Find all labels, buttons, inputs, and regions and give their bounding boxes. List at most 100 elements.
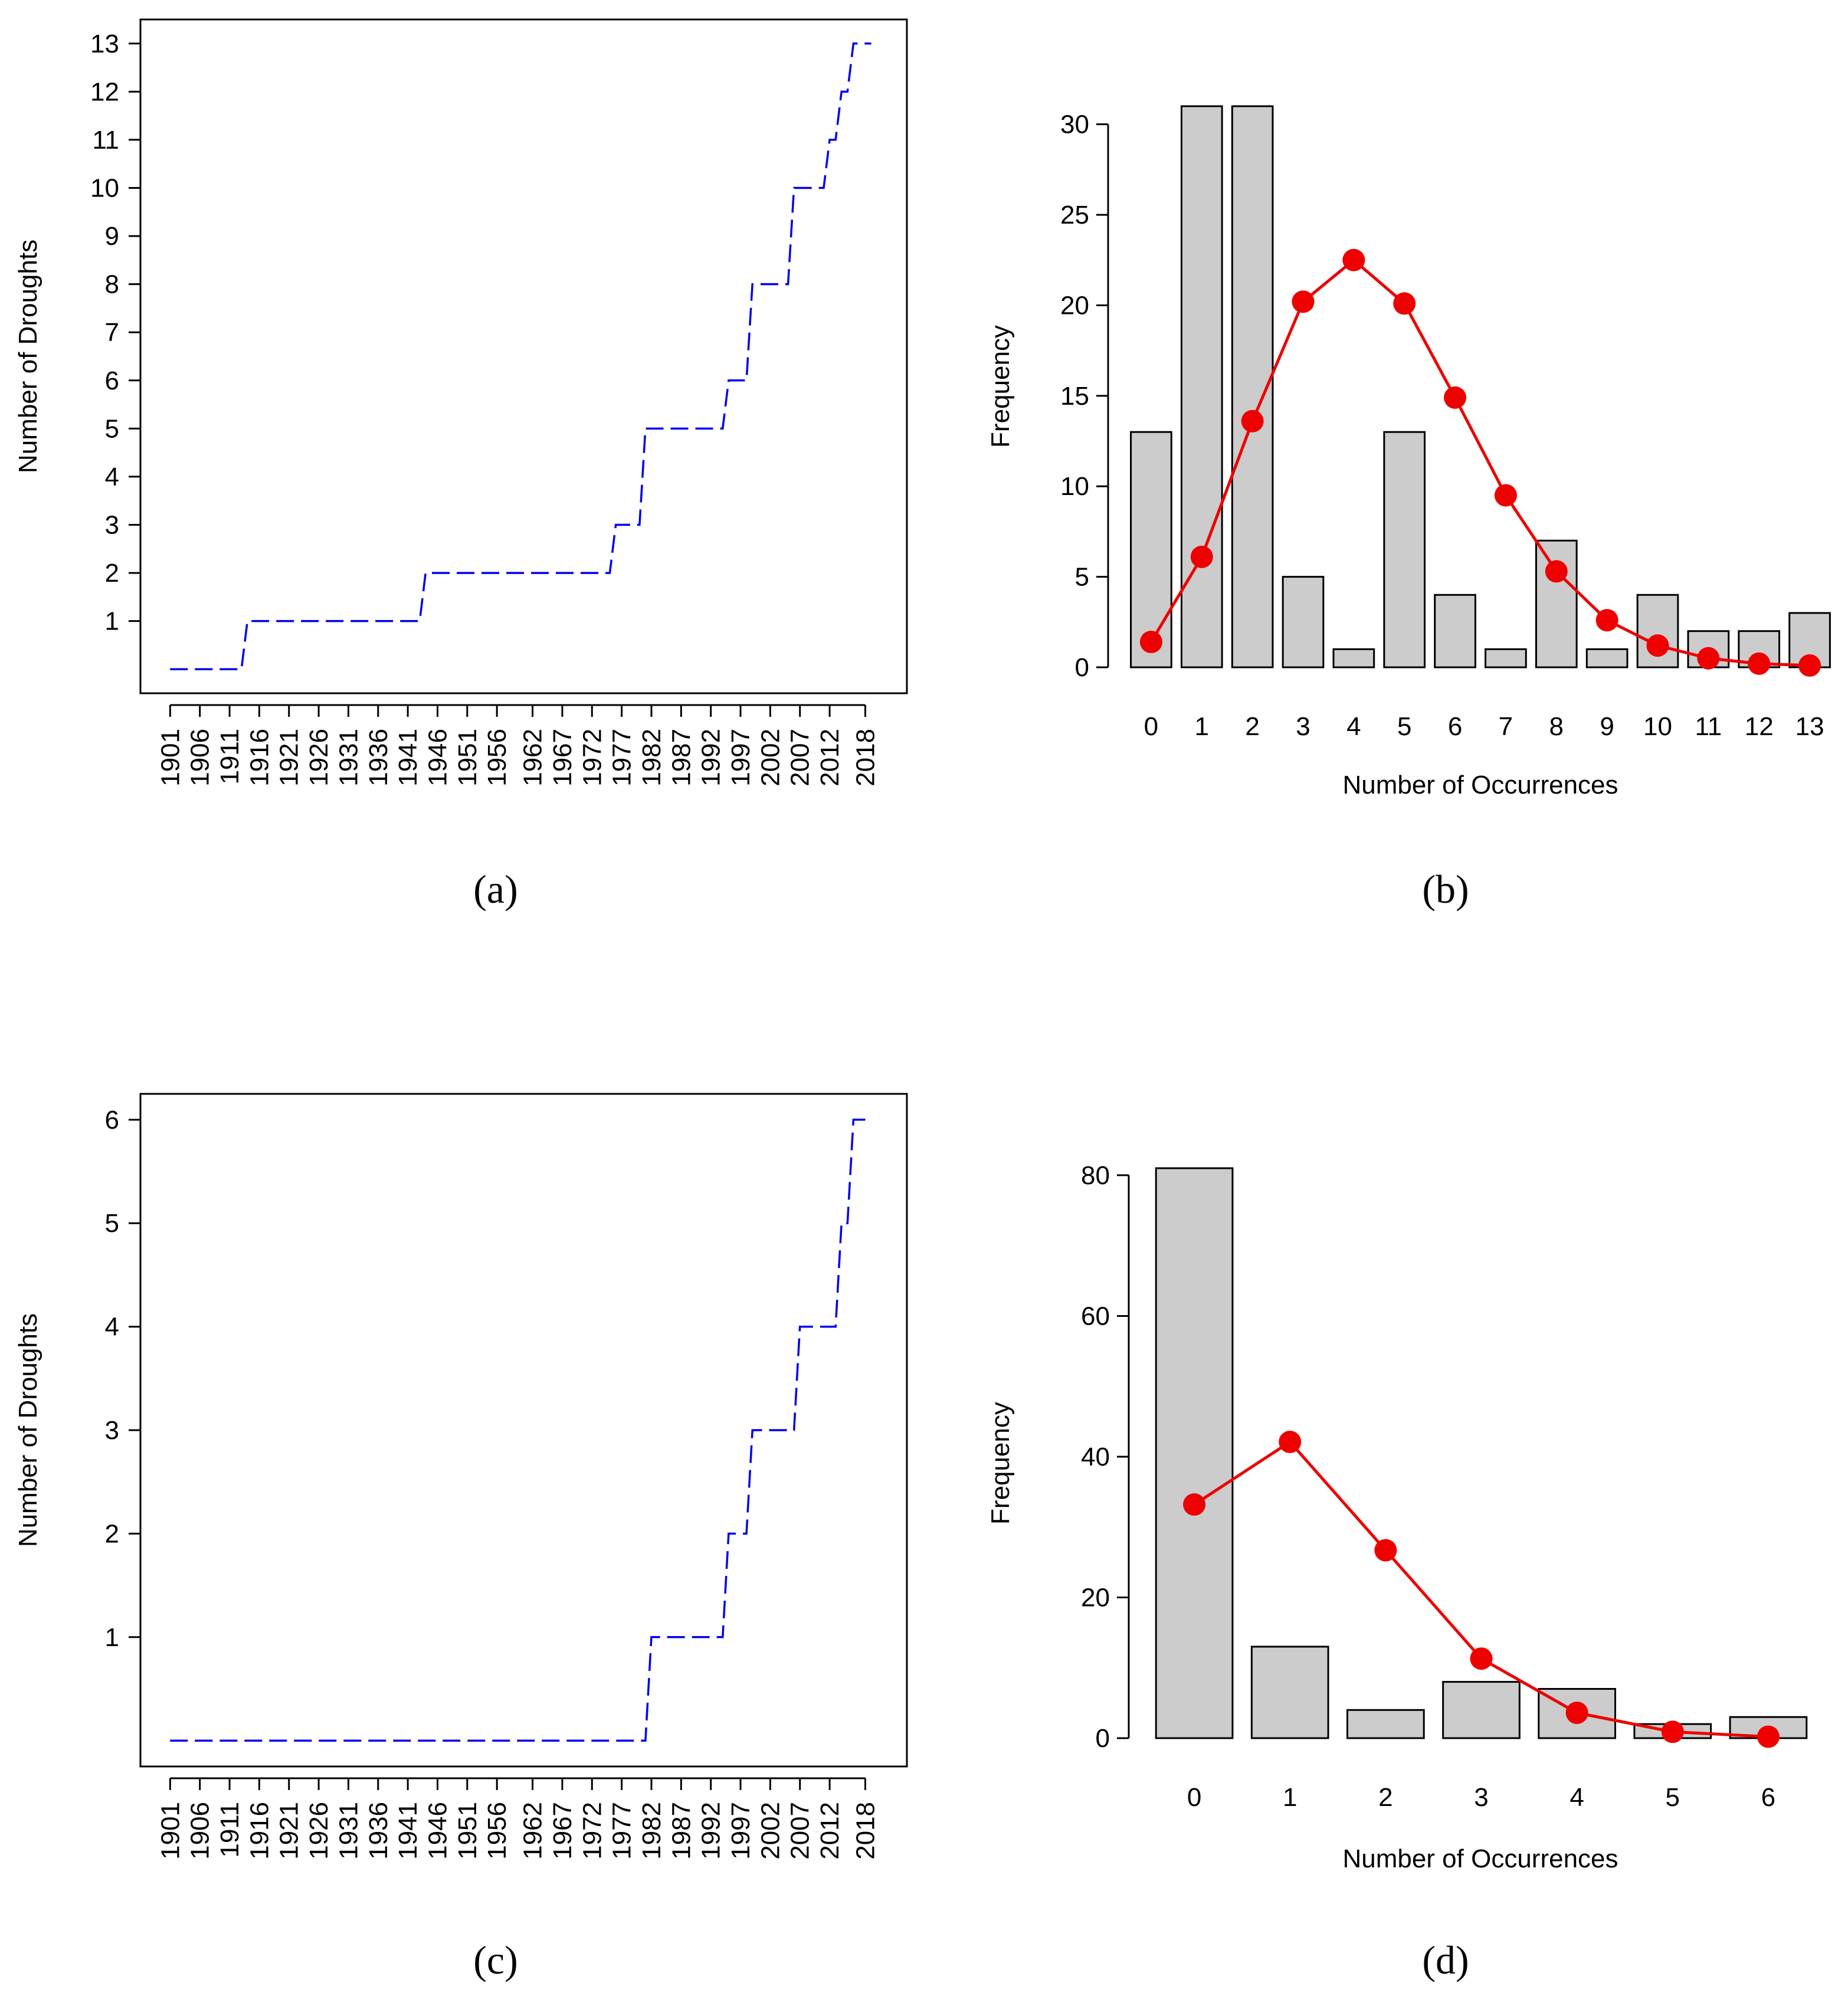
caption-c: (c) [473, 1938, 517, 1982]
y-tick-label: 11 [92, 126, 119, 155]
y-tick-label: 10 [1060, 472, 1089, 501]
x-tick-label: 1951 [453, 1802, 482, 1860]
x-category-label: 6 [1448, 712, 1462, 741]
x-tick-label: 2018 [851, 1802, 880, 1860]
x-tick-label: 2012 [815, 729, 844, 786]
x-tick-label: 1977 [608, 1802, 637, 1860]
x-tick-label: 1987 [667, 729, 696, 786]
x-tick-label: 1997 [726, 1802, 755, 1860]
y-tick-label: 80 [1081, 1161, 1110, 1190]
x-category-label: 1 [1195, 712, 1209, 741]
y-tick-label: 6 [105, 1106, 119, 1135]
y-tick-label: 2 [105, 559, 119, 588]
drought-step-line [170, 42, 871, 670]
bar [1250, 1646, 1329, 1739]
x-category-label: 3 [1296, 712, 1310, 741]
x-category-label: 0 [1187, 1783, 1201, 1812]
y-tick-label: 20 [1060, 291, 1089, 320]
x-tick-label: 2007 [786, 1802, 815, 1860]
x-tick-label: 1916 [245, 729, 274, 786]
fitted-point [1393, 292, 1416, 315]
x-tick-label: 1946 [423, 729, 452, 786]
x-tick-label: 1951 [453, 729, 482, 786]
x-tick-label: 1906 [186, 1802, 215, 1860]
bar [1155, 1167, 1234, 1739]
x-tick-label: 1926 [304, 729, 333, 786]
y-tick-label: 7 [105, 318, 119, 347]
x-tick-label: 2002 [756, 1802, 785, 1860]
y-tick-label: 3 [105, 1416, 119, 1445]
y-tick-label: 40 [1081, 1443, 1110, 1471]
x-category-label: 3 [1474, 1783, 1488, 1812]
fitted-point [1139, 631, 1162, 654]
bar [1332, 648, 1375, 668]
y-tick-label: 25 [1060, 201, 1089, 230]
x-tick-label: 2018 [851, 729, 880, 786]
fitted-point [1798, 654, 1821, 677]
x-tick-label: 1901 [156, 729, 185, 786]
bar [1346, 1709, 1425, 1739]
fitted-point [1757, 1725, 1780, 1748]
x-category-label: 10 [1643, 712, 1672, 741]
x-tick-label: 1992 [697, 1802, 726, 1860]
x-tick-label: 1962 [519, 1802, 548, 1860]
x-category-label: 4 [1570, 1783, 1584, 1812]
y-tick-label: 1 [105, 1623, 119, 1652]
x-tick-label: 1972 [578, 1802, 607, 1860]
y-axis-label: Number of Droughts [14, 240, 42, 473]
y-tick-label: 0 [1096, 1724, 1110, 1753]
x-category-label: 4 [1346, 712, 1361, 741]
bar [1535, 539, 1578, 668]
fitted-point [1190, 545, 1213, 568]
x-category-label: 6 [1761, 1783, 1775, 1812]
y-tick-label: 9 [105, 222, 119, 251]
y-axis-label: Frequency [986, 325, 1015, 448]
x-axis-label: Number of Occurrences [1342, 1844, 1618, 1873]
x-category-label: 5 [1666, 1783, 1680, 1812]
x-tick-label: 1967 [548, 729, 577, 786]
fitted-point [1646, 634, 1669, 657]
x-tick-label: 1916 [245, 1802, 274, 1860]
x-tick-label: 1911 [215, 729, 244, 785]
fitted-point [1565, 1702, 1588, 1725]
x-tick-label: 1956 [483, 1802, 512, 1860]
y-axis-label: Frequency [986, 1402, 1015, 1525]
x-category-label: 0 [1144, 712, 1158, 741]
y-tick-label: 2 [105, 1519, 119, 1548]
x-tick-label: 1936 [364, 1802, 393, 1860]
bar [1585, 648, 1629, 668]
fitted-point [1494, 484, 1517, 507]
caption-a: (a) [473, 867, 517, 912]
x-tick-label: 1972 [578, 729, 607, 786]
caption-d: (d) [1422, 1938, 1469, 1982]
y-tick-label: 6 [105, 366, 119, 395]
fitted-point [1697, 647, 1720, 670]
x-category-label: 8 [1549, 712, 1564, 741]
x-tick-label: 1956 [483, 729, 512, 786]
y-tick-label: 4 [105, 463, 119, 491]
drought-step-line [170, 1119, 871, 1742]
x-tick-label: 1931 [334, 729, 363, 786]
y-tick-label: 20 [1081, 1583, 1110, 1612]
x-tick-label: 1992 [697, 729, 726, 786]
x-tick-label: 2012 [815, 1802, 844, 1860]
x-category-label: 5 [1397, 712, 1411, 741]
x-category-label: 2 [1378, 1783, 1392, 1812]
fitted-point [1661, 1720, 1684, 1743]
y-tick-label: 0 [1075, 653, 1089, 682]
x-tick-label: 1911 [215, 1802, 244, 1858]
x-category-label: 7 [1499, 712, 1513, 741]
x-tick-label: 1982 [637, 1802, 666, 1860]
y-tick-label: 5 [105, 1209, 119, 1238]
y-tick-label: 12 [90, 77, 119, 106]
x-tick-label: 1982 [637, 729, 666, 786]
bar [1180, 105, 1223, 668]
fitted-point [1241, 409, 1264, 432]
x-category-label: 9 [1600, 712, 1614, 741]
fitted-point [1183, 1493, 1206, 1516]
